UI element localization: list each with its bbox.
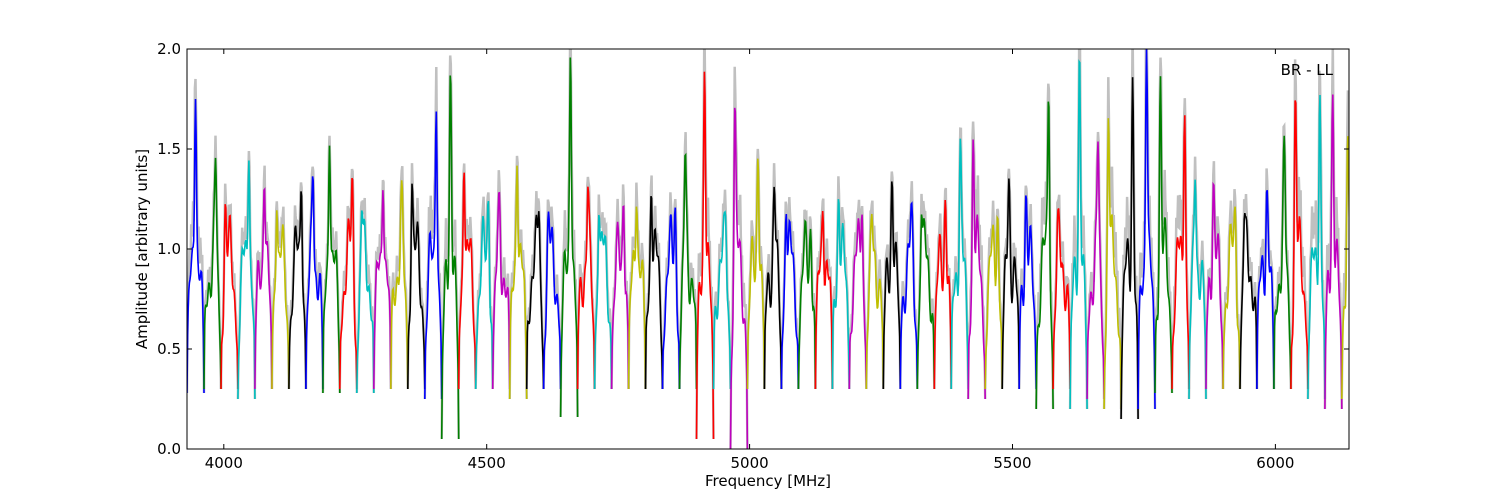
background-channel-line (899, 181, 919, 390)
channel-line (373, 190, 392, 390)
channel-line (678, 152, 698, 390)
x-axis: 4000 4500 5000 5500 6000 (205, 49, 1294, 472)
channel-line (1290, 100, 1309, 390)
channel-line (916, 214, 936, 390)
x-tick-label: 4500 (468, 454, 506, 472)
channel-line (865, 213, 885, 390)
channel-line (814, 211, 834, 390)
background-channel-line (1136, 49, 1157, 410)
channel-line (1222, 206, 1241, 390)
channel-line (1256, 189, 1275, 390)
x-axis-label: Frequency [MHz] (705, 472, 831, 490)
channel-line (576, 186, 596, 390)
channel-line (729, 107, 749, 449)
channel-line (746, 158, 766, 390)
channel-line (950, 138, 969, 390)
channel-line (237, 160, 256, 400)
channel-line (288, 191, 307, 390)
channel-line (508, 165, 528, 400)
background-channel-line (1340, 90, 1349, 400)
x-tick-label: 5000 (731, 454, 769, 472)
y-tick-label: 2.0 (157, 40, 181, 58)
y-tick-label: 0.0 (157, 440, 181, 458)
channel-line (322, 145, 341, 394)
x-tick-label: 5500 (993, 454, 1031, 472)
channel-line (424, 111, 443, 400)
channel-line (695, 71, 715, 440)
background-channel-line (966, 121, 987, 400)
channel-line (1001, 178, 1020, 390)
channel-line (187, 98, 205, 394)
channel-line (610, 205, 630, 390)
background-channel-line (1306, 70, 1327, 400)
channel-line (967, 139, 986, 400)
channel-line (984, 214, 1003, 390)
channel-line (882, 181, 902, 390)
background-channel-line (423, 66, 443, 400)
annotation-label: BR - LL (1281, 61, 1334, 79)
channel-line (1273, 135, 1292, 390)
channel-line (1239, 212, 1258, 390)
y-axis-label: Amplitude [arbitrary units] (133, 149, 151, 349)
channel-line (1052, 208, 1071, 390)
channel-line (1035, 101, 1054, 410)
channel-line (661, 207, 681, 390)
channel-line (1188, 179, 1207, 400)
channel-line (474, 200, 494, 390)
channel-line (440, 75, 460, 440)
channel-line (339, 177, 358, 390)
channel-line (763, 186, 783, 390)
channel-line (797, 219, 817, 390)
channel-series (187, 49, 1349, 449)
channel-line (525, 211, 545, 390)
channel-line (457, 172, 477, 390)
channel-line (1120, 77, 1139, 420)
channel-line (305, 176, 324, 390)
background-channel-line (1085, 131, 1106, 400)
background-channel-line (1119, 49, 1140, 420)
channel-line (899, 201, 919, 390)
channel-line (1307, 94, 1326, 400)
x-tick-label: 4000 (205, 454, 243, 472)
x-tick-label: 6000 (1256, 454, 1294, 472)
channel-line (1341, 136, 1349, 400)
channel-line (407, 183, 426, 390)
channel-line (220, 204, 239, 390)
y-tick-label: 1.5 (157, 140, 181, 158)
channel-line (831, 199, 851, 390)
channel-line (203, 157, 222, 390)
channel-line (1171, 115, 1190, 390)
channel-line (1018, 195, 1037, 390)
channel-line (1103, 118, 1122, 410)
channel-line (933, 199, 952, 390)
y-tick-label: 0.5 (157, 340, 181, 358)
channel-line (627, 206, 647, 390)
channel-line (1137, 49, 1156, 410)
channel-line (712, 210, 732, 390)
background-channel-line (187, 78, 206, 394)
channel-line (1324, 94, 1343, 410)
channel-line (593, 214, 613, 390)
channel-line (356, 210, 375, 394)
channel-line (1154, 76, 1173, 394)
channel-line (1205, 181, 1224, 390)
channel-line (491, 191, 511, 390)
y-tick-label: 1.0 (157, 240, 181, 258)
channel-line (1086, 141, 1105, 400)
background-channel-line (1221, 189, 1242, 390)
y-axis: 0.0 0.5 1.0 1.5 2.0 (157, 40, 1349, 458)
channel-line (559, 57, 579, 418)
channel-line (542, 211, 562, 390)
channel-line (780, 213, 800, 390)
background-channel-line (610, 184, 630, 390)
channel-line (644, 195, 664, 390)
channel-line (271, 210, 290, 390)
channel-line (1069, 59, 1088, 410)
channel-line (390, 180, 409, 390)
channel-line (254, 187, 273, 390)
channel-line (848, 214, 868, 390)
